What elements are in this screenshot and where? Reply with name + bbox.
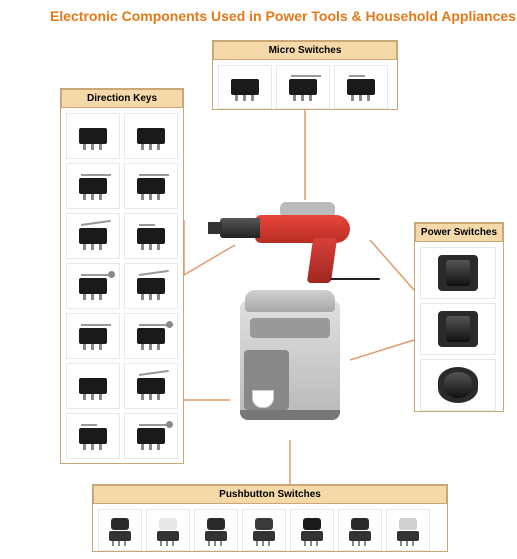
direction-key-item <box>66 163 120 209</box>
power-switch-item <box>420 247 496 299</box>
page-title: Electronic Components Used in Power Tool… <box>50 8 516 24</box>
power-switches-section: Power Switches <box>414 222 504 412</box>
pushbutton-switches-header: Pushbutton Switches <box>93 485 447 504</box>
direction-key-item <box>66 413 120 459</box>
pushbutton-item <box>98 509 142 551</box>
direction-key-item <box>124 113 178 159</box>
pushbutton-item <box>386 509 430 551</box>
micro-switch-item <box>276 65 330 109</box>
direction-key-item <box>124 313 178 359</box>
direction-keys-section: Direction Keys <box>60 88 184 464</box>
micro-switches-header: Micro Switches <box>213 41 397 60</box>
direction-key-item <box>124 413 178 459</box>
pushbutton-item <box>146 509 190 551</box>
direction-key-item <box>124 363 178 409</box>
coffee-machine-illustration <box>230 290 350 430</box>
micro-switch-item <box>218 65 272 109</box>
pushbutton-item <box>290 509 334 551</box>
direction-key-item <box>66 363 120 409</box>
power-drill-illustration <box>220 190 370 280</box>
direction-key-item <box>124 213 178 259</box>
direction-key-item <box>124 263 178 309</box>
direction-key-item <box>66 263 120 309</box>
pushbutton-item <box>338 509 382 551</box>
direction-key-item <box>66 113 120 159</box>
center-devices <box>220 190 380 430</box>
direction-keys-header: Direction Keys <box>61 89 183 108</box>
micro-switch-item <box>334 65 388 109</box>
power-switch-item <box>420 359 496 411</box>
direction-key-item <box>66 313 120 359</box>
pushbutton-switches-section: Pushbutton Switches <box>92 484 448 552</box>
power-switch-item <box>420 303 496 355</box>
pushbutton-item <box>194 509 238 551</box>
micro-switches-section: Micro Switches <box>212 40 398 110</box>
pushbutton-item <box>242 509 286 551</box>
direction-key-item <box>66 213 120 259</box>
power-switches-header: Power Switches <box>415 223 503 242</box>
direction-key-item <box>124 163 178 209</box>
